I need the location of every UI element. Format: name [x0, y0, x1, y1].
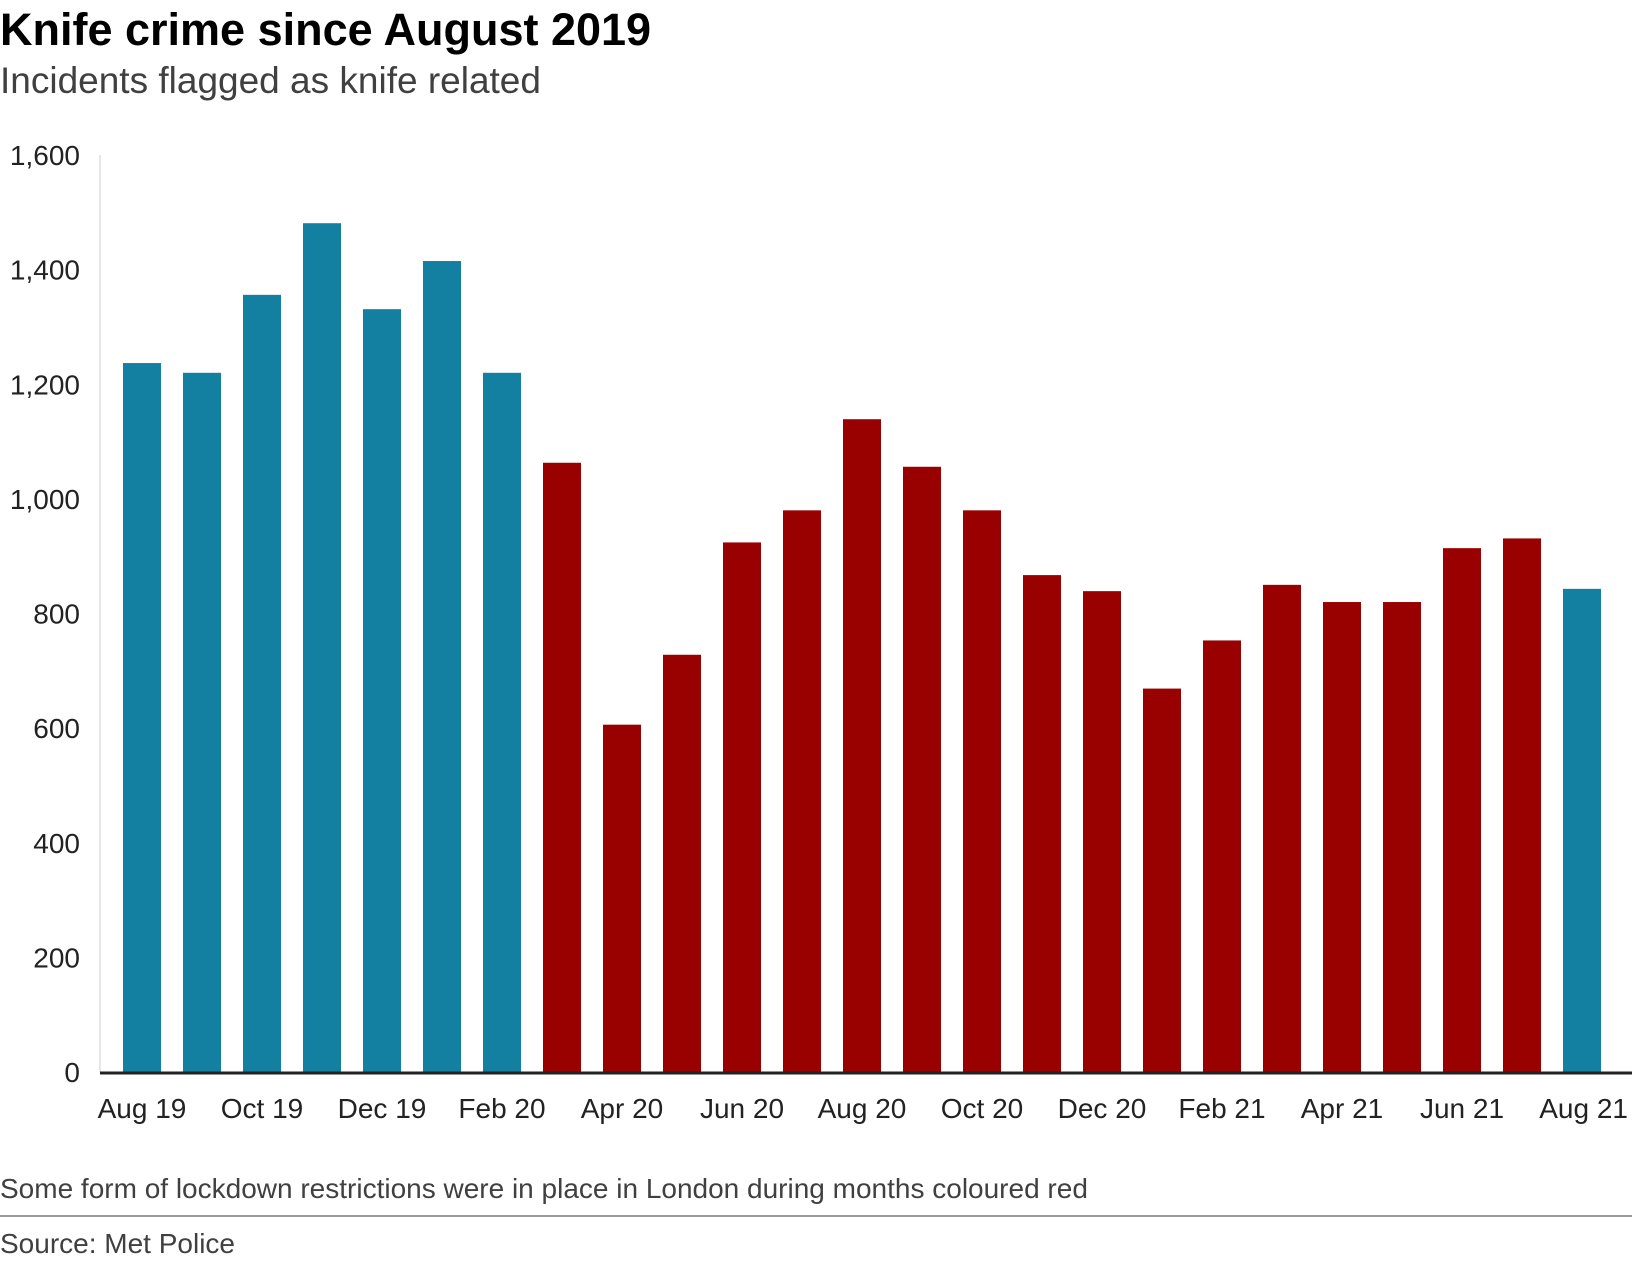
bar-nov-19 [303, 223, 341, 1072]
bar-sep-19 [183, 372, 221, 1073]
x-tick-label: Aug 19 [98, 1093, 187, 1124]
y-tick-label: 1,000 [10, 484, 80, 515]
x-tick-label: Feb 21 [1178, 1093, 1265, 1124]
x-tick-label: Aug 21 [1539, 1093, 1628, 1124]
chart-title: Knife crime since August 2019 [0, 4, 652, 55]
y-tick-label: 200 [33, 942, 80, 973]
x-tick-label: Apr 21 [1301, 1093, 1384, 1124]
bar-jan-20 [423, 261, 461, 1072]
bar-feb-20 [483, 372, 521, 1073]
x-tick-label: Apr 20 [581, 1093, 664, 1124]
bars [123, 223, 1601, 1073]
bar-jul-20 [783, 510, 821, 1072]
source-credit: Source: Met Police [0, 1228, 235, 1259]
x-tick-label: Dec 19 [338, 1093, 427, 1124]
x-tick-label: Jun 21 [1420, 1093, 1504, 1124]
y-tick-label: 1,400 [10, 255, 80, 286]
bar-jul-21 [1503, 538, 1541, 1072]
bar-jan-21 [1143, 688, 1181, 1072]
x-tick-label: Feb 20 [458, 1093, 545, 1124]
bar-chart: 0 200 400 600 800 1,000 1,200 1,400 1,600 Aug 19… [10, 140, 1632, 1124]
footer-divider [0, 1215, 1632, 1217]
footnote: Some form of lockdown restrictions were … [0, 1173, 1088, 1204]
x-tick-label: Oct 20 [941, 1093, 1023, 1124]
bar-nov-20 [1023, 575, 1061, 1072]
bar-dec-20 [1083, 591, 1121, 1072]
x-tick-label: Aug 20 [818, 1093, 907, 1124]
bar-oct-19 [243, 294, 281, 1072]
chart-subtitle: Incidents flagged as knife related [0, 60, 541, 101]
bar-may-20 [663, 654, 701, 1072]
bar-mar-21 [1263, 584, 1301, 1072]
bar-feb-21 [1203, 640, 1241, 1072]
bar-jun-20 [723, 542, 761, 1072]
x-tick-label: Oct 19 [221, 1093, 303, 1124]
bar-dec-19 [363, 309, 401, 1072]
bar-mar-20 [543, 462, 581, 1072]
bar-may-21 [1383, 602, 1421, 1072]
bar-aug-19 [123, 363, 161, 1072]
y-tick-label: 600 [33, 713, 80, 744]
bar-oct-20 [963, 510, 1001, 1072]
x-tick-label: Jun 20 [700, 1093, 784, 1124]
bar-apr-21 [1323, 602, 1361, 1072]
y-tick-label: 1,600 [10, 140, 80, 171]
x-axis-labels: Aug 19 Oct 19 Dec 19 Feb 20 Apr 20 Jun 20 Aug … [98, 1093, 1628, 1124]
x-tick-label: Dec 20 [1058, 1093, 1147, 1124]
y-tick-label: 400 [33, 828, 80, 859]
y-tick-label: 0 [64, 1057, 80, 1088]
y-tick-label: 800 [33, 599, 80, 630]
bar-aug-20 [843, 419, 881, 1072]
y-axis-labels: 0 200 400 600 800 1,000 1,200 1,400 1,600 [10, 140, 80, 1088]
bar-jun-21 [1443, 548, 1481, 1072]
bar-apr-20 [603, 724, 641, 1072]
bar-sep-20 [903, 466, 941, 1072]
bar-aug-21 [1563, 588, 1601, 1072]
y-tick-label: 1,200 [10, 369, 80, 400]
